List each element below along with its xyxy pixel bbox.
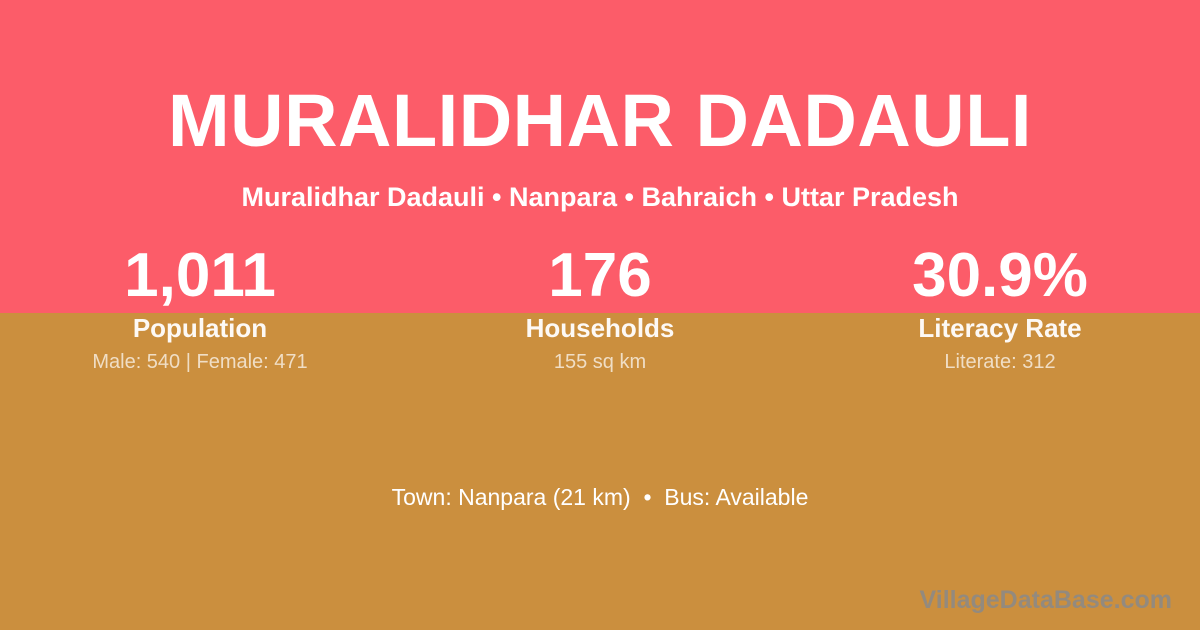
population-detail: Male: 540 | Female: 471 [92,351,308,373]
top-color-band [0,0,1200,313]
population-value: 1,011 [124,241,276,310]
literacy-rate-label: Literacy Rate [918,313,1082,343]
households-value: 176 [548,241,652,310]
literacy-rate-detail: Literate: 312 [944,351,1056,373]
population-label: Population [132,313,268,343]
town-bus-info: Town: Nanpara (21 km) • Bus: Available [391,484,809,510]
literacy-rate-value: 30.9% [912,241,1088,310]
page-title: MURALIDHAR DADAULI [167,79,1032,162]
households-detail: 155 sq km [553,351,647,373]
location-breadcrumb: Muralidhar Dadauli • Nanpara • Bahraich … [241,182,959,212]
watermark: VillageDataBase.com [919,586,1172,614]
households-label: Households [525,313,675,343]
